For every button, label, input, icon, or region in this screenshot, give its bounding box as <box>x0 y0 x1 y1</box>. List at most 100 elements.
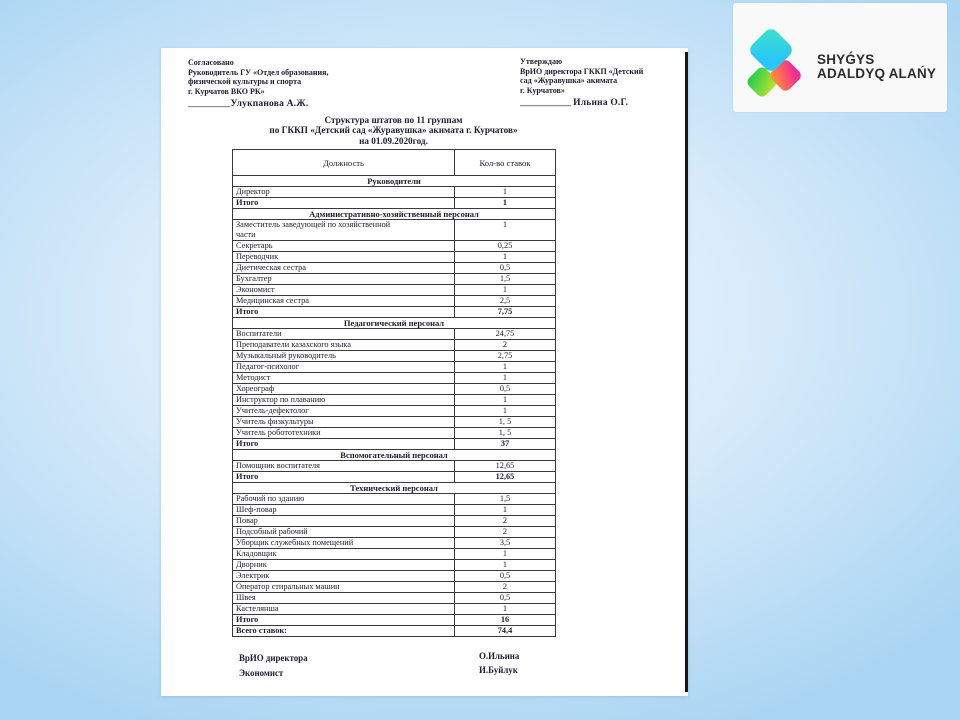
position-cell: Уборщик служебных помещений <box>232 537 455 549</box>
value-cell: 0,5 <box>454 383 556 395</box>
position-cell: Повар <box>232 515 455 527</box>
section-header-cell: Педагогический персонал <box>232 317 556 329</box>
table-row: Методист 1 <box>232 372 556 384</box>
approval-right-title: Утверждаю <box>520 57 563 66</box>
value-cell: 1, 5 <box>454 416 556 428</box>
value-cell: 2 <box>454 339 556 351</box>
table-row: Итого 7,75 <box>232 306 556 318</box>
table-row: Итого 12,65 <box>232 471 556 483</box>
approval-right-line: сад «Журавушка» акимата <box>520 76 618 85</box>
signature-line: __________ <box>188 98 231 108</box>
value-cell: 24,75 <box>454 328 556 340</box>
staff-table: Должность Кол-во ставок Руководители Дире… <box>232 149 556 637</box>
value-cell: 1,5 <box>454 493 556 505</box>
position-cell: Кладовщик <box>232 548 455 560</box>
value-cell: 0,5 <box>454 570 556 582</box>
table-row: Преподаватели казахского языка 2 <box>232 339 556 351</box>
document-title-line1: Структура штатов по 11 группам <box>324 115 463 125</box>
table-row: Кастелянша 1 <box>232 603 556 615</box>
position-cell: Экономист <box>232 284 455 296</box>
page-scan-edge <box>685 52 688 692</box>
table-row: Оператор стиральных машин 2 <box>232 581 556 593</box>
table-row: Хореограф 0,5 <box>232 383 556 395</box>
table-row: Медицинская сестра 2,5 <box>232 295 556 307</box>
value-cell: 1 <box>454 372 556 384</box>
value-cell: 1 <box>454 219 556 241</box>
table-row: Руководители <box>232 175 556 187</box>
value-cell: 74,4 <box>454 625 556 637</box>
table-row: Помощник воспитателя 12,65 <box>232 460 556 472</box>
approval-left-title: Согласовано <box>188 58 234 67</box>
table-row: Подсобный рабочий 2 <box>232 526 556 538</box>
table-row: Вспомогательный персонал <box>232 449 556 461</box>
position-cell: Медицинская сестра <box>232 295 455 307</box>
position-cell: Всего ставок: <box>232 625 455 637</box>
document-title-line2: по ГККП «Детский сад «Журавушка» акимата… <box>269 125 518 136</box>
section-header-cell: Административно-хозяйственный персонал <box>232 208 556 220</box>
section-header-cell: Руководители <box>232 175 556 187</box>
value-cell: 37 <box>454 438 556 450</box>
position-cell: Швея <box>232 592 455 604</box>
table-row: Уборщик служебных помещений 3,5 <box>232 537 556 549</box>
position-cell: Музыкальный руководитель <box>232 350 455 362</box>
value-cell: 1, 5 <box>454 427 556 439</box>
signature-name: Улукпанова А.Ж. <box>230 99 309 109</box>
value-cell: 2 <box>454 526 556 538</box>
table-row: Всего ставок: 74,4 <box>232 625 556 637</box>
section-header-cell: Технический персонал <box>232 482 556 494</box>
footer-left-block: ВрИО директора Экономист <box>239 651 539 680</box>
position-cell: Итого <box>232 471 455 483</box>
approval-right-line: г. Курчатов» <box>520 85 565 95</box>
position-cell: Директор <box>232 186 455 198</box>
table-row: Административно-хозяйственный персонал <box>232 208 556 220</box>
table-row: Итого 1 <box>232 197 556 209</box>
position-cell: Преподаватели казахского языка <box>232 339 455 351</box>
section-header-cell: Вспомогательный персонал <box>232 449 556 461</box>
table-row: Учитель физкультуры 1, 5 <box>232 416 556 428</box>
column-header-count: Кол-во ставок <box>454 149 556 176</box>
table-row: Итого 16 <box>232 614 556 626</box>
position-cell: Воспитатели <box>232 328 455 340</box>
position-cell: Диетическая сестра <box>232 262 455 274</box>
value-cell: 1 <box>454 548 556 560</box>
position-cell: Итого <box>232 614 455 626</box>
value-cell: 1 <box>454 394 556 406</box>
table-row: Электрик 0,5 <box>232 570 556 582</box>
table-row: Педагогический персонал <box>232 317 556 329</box>
logo-text: SHYǴYS ADALDYQ ALAŃY <box>817 53 936 80</box>
position-cell: Бухгалтер <box>232 273 455 285</box>
document-footer: ВрИО директора Экономист О.Ильина И.Буйл… <box>239 651 539 680</box>
table-row: Рабочий по зданию 1,5 <box>232 493 556 505</box>
table-row: Заместитель заведующей по хозяйственной … <box>232 219 556 241</box>
approval-left-block: Согласовано Руководитель ГУ «Отдел образ… <box>188 58 443 110</box>
signature-line: ____________ <box>520 97 574 107</box>
value-cell: 0,5 <box>454 262 556 274</box>
table-row: Учитель-дефектолог 1 <box>232 405 556 417</box>
table-row: Диетическая сестра 0,5 <box>232 262 556 274</box>
position-cell: Переводчик <box>232 251 455 263</box>
document-title: Структура штатов по 11 группам по ГККП «… <box>232 115 555 146</box>
position-cell: Подсобный рабочий <box>232 526 455 538</box>
value-cell: 7,75 <box>454 306 556 318</box>
position-cell: Электрик <box>232 570 455 582</box>
value-cell: 2,5 <box>454 295 556 307</box>
position-cell: Итого <box>232 438 455 450</box>
table-row: Экономист 1 <box>232 284 556 296</box>
table-row: Учитель робототехники 1, 5 <box>232 427 556 439</box>
table-row: Бухгалтер 1,5 <box>232 273 556 285</box>
position-cell: Хореограф <box>232 383 455 395</box>
value-cell: 12,65 <box>454 460 556 472</box>
position-cell: Учитель робототехники <box>232 427 455 439</box>
footer-right-block: О.Ильина И.Буйлук <box>479 650 519 677</box>
table-row: Технический персонал <box>232 482 556 494</box>
value-cell: 1 <box>454 186 556 198</box>
value-cell: 2 <box>454 581 556 593</box>
position-cell: Учитель-дефектолог <box>232 405 455 417</box>
position-cell: Дворник <box>232 559 455 571</box>
table-row: Секретарь 0,25 <box>232 240 556 252</box>
position-cell: Оператор стиральных машин <box>232 581 455 593</box>
value-cell: 1 <box>454 361 556 373</box>
table-row: Швея 0,5 <box>232 592 556 604</box>
logo-text-line1: SHYǴYS <box>817 52 875 67</box>
position-cell: Итого <box>232 197 455 209</box>
